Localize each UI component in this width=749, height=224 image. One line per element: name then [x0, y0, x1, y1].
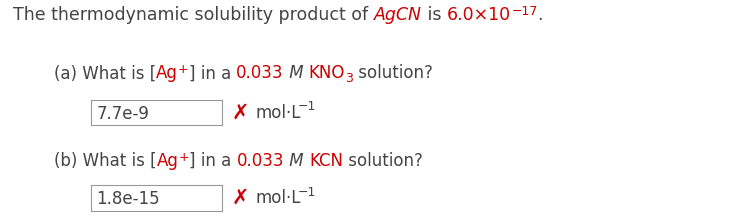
- Text: .: .: [538, 6, 543, 24]
- Text: ✓: ✓: [79, 191, 89, 204]
- Text: 0.033: 0.033: [237, 152, 284, 170]
- Text: mol·L: mol·L: [255, 103, 301, 122]
- Text: 1.8e-15: 1.8e-15: [97, 190, 160, 208]
- Text: The thermodynamic solubility product of: The thermodynamic solubility product of: [13, 6, 374, 24]
- Text: 4.0: 4.0: [59, 106, 78, 116]
- Text: (b) What is [: (b) What is [: [54, 152, 157, 170]
- Text: mol·L: mol·L: [255, 189, 301, 207]
- Text: M: M: [284, 65, 309, 82]
- Text: Ag: Ag: [157, 65, 178, 82]
- Text: solution?: solution?: [353, 65, 433, 82]
- Text: 3: 3: [345, 72, 353, 85]
- Text: KCN: KCN: [309, 152, 343, 170]
- Text: −17: −17: [512, 4, 538, 17]
- Text: solution?: solution?: [343, 152, 422, 170]
- Text: −1: −1: [298, 100, 317, 114]
- Text: 6.0×10: 6.0×10: [447, 6, 512, 24]
- Text: ✗: ✗: [231, 188, 249, 208]
- Text: 7.7e-9: 7.7e-9: [97, 105, 150, 123]
- Text: ] in a: ] in a: [189, 65, 236, 82]
- Text: +: +: [178, 63, 189, 76]
- Text: M: M: [284, 152, 309, 170]
- Text: is: is: [422, 6, 447, 24]
- Text: ✓: ✓: [79, 106, 89, 119]
- Text: ✗: ✗: [231, 103, 249, 123]
- Text: Ag: Ag: [157, 152, 178, 170]
- Text: AgCN: AgCN: [374, 6, 422, 24]
- Text: 0.033: 0.033: [236, 65, 284, 82]
- Text: (a) What is [: (a) What is [: [54, 65, 157, 82]
- Text: ] in a: ] in a: [189, 152, 237, 170]
- Text: KNO: KNO: [309, 65, 345, 82]
- Text: +: +: [178, 151, 189, 164]
- Text: −1: −1: [298, 185, 317, 199]
- Text: 4.0: 4.0: [59, 191, 78, 201]
